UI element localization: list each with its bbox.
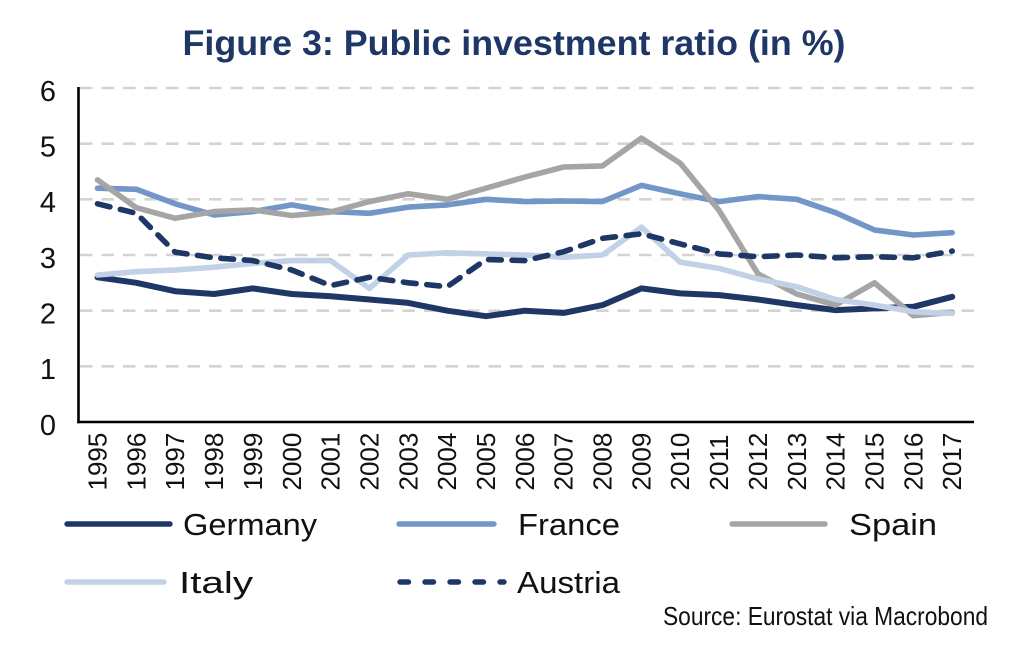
- svg-text:2006: 2006: [510, 433, 540, 491]
- svg-text:2010: 2010: [665, 433, 695, 491]
- svg-text:2015: 2015: [860, 433, 890, 491]
- svg-text:1999: 1999: [238, 433, 268, 491]
- svg-text:2004: 2004: [432, 433, 462, 491]
- svg-text:2012: 2012: [743, 433, 773, 491]
- svg-text:2001: 2001: [316, 433, 346, 491]
- svg-text:1998: 1998: [199, 433, 229, 491]
- svg-text:2002: 2002: [354, 433, 384, 491]
- svg-text:0: 0: [40, 410, 56, 442]
- svg-text:2011: 2011: [704, 435, 734, 491]
- svg-text:1: 1: [40, 354, 56, 386]
- svg-text:2003: 2003: [393, 433, 423, 491]
- svg-text:2005: 2005: [471, 433, 501, 491]
- svg-text:6: 6: [40, 76, 56, 108]
- svg-text:2000: 2000: [277, 433, 307, 491]
- svg-text:1996: 1996: [121, 433, 151, 491]
- svg-text:Source: Eurostat via Macrobond: Source: Eurostat via Macrobond: [663, 601, 988, 631]
- svg-text:2008: 2008: [588, 433, 618, 491]
- svg-text:2017: 2017: [937, 433, 967, 491]
- svg-text:3: 3: [40, 243, 56, 275]
- svg-text:2007: 2007: [549, 433, 579, 491]
- svg-text:4: 4: [40, 187, 56, 219]
- svg-text:Austria: Austria: [517, 565, 621, 600]
- svg-text:2014: 2014: [821, 433, 851, 491]
- svg-text:2009: 2009: [626, 433, 656, 491]
- svg-text:2013: 2013: [782, 433, 812, 491]
- svg-text:1997: 1997: [160, 433, 190, 491]
- svg-text:2016: 2016: [898, 433, 928, 491]
- svg-text:Spain: Spain: [849, 507, 937, 542]
- svg-text:Figure 3: Public investment ra: Figure 3: Public investment ratio (in %): [183, 24, 846, 63]
- svg-text:Italy: Italy: [179, 565, 254, 600]
- svg-text:Germany: Germany: [183, 507, 318, 542]
- svg-text:France: France: [518, 507, 620, 542]
- svg-text:5: 5: [40, 132, 56, 164]
- svg-text:2: 2: [40, 299, 56, 331]
- svg-text:1995: 1995: [83, 433, 113, 491]
